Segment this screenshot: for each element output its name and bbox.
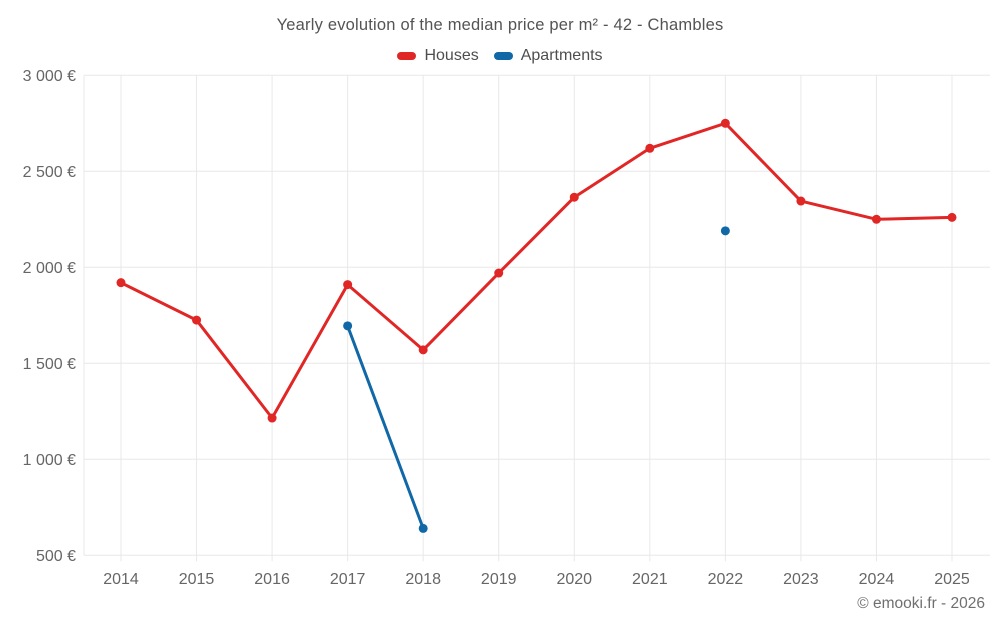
houses-point-2019[interactable] bbox=[494, 268, 504, 278]
x-tick-label: 2017 bbox=[330, 571, 366, 588]
legend-swatch-apartments bbox=[493, 52, 513, 60]
x-axis-labels: 2014 2015 2016 2017 2018 2019 2020 2021 2022 2023… bbox=[103, 571, 970, 588]
x-tick-label: 2024 bbox=[859, 571, 895, 588]
apartments-series bbox=[343, 226, 730, 533]
houses-point-2020[interactable] bbox=[569, 192, 579, 202]
apartments-point-2022[interactable] bbox=[720, 226, 730, 236]
x-tick-label: 2021 bbox=[632, 571, 668, 588]
y-tick-label: 500 € bbox=[36, 548, 76, 565]
legend-label-houses: Houses bbox=[424, 47, 479, 64]
y-axis-labels: 500 € 1 000 € 1 500 € 2 000 € 2 500 € 3 000 € bbox=[23, 68, 76, 565]
houses-point-2023[interactable] bbox=[796, 196, 806, 206]
gridlines bbox=[83, 74, 990, 562]
x-tick-label: 2022 bbox=[708, 571, 744, 588]
legend-item-houses[interactable]: Houses bbox=[397, 47, 479, 65]
y-tick-label: 1 500 € bbox=[23, 356, 76, 373]
houses-point-2021[interactable] bbox=[645, 143, 655, 153]
copyright-note: © emooki.fr - 2026 bbox=[857, 595, 985, 612]
houses-point-2022[interactable] bbox=[720, 118, 730, 128]
houses-point-2017[interactable] bbox=[343, 280, 353, 290]
y-tick-label: 3 000 € bbox=[23, 68, 76, 85]
y-tick-label: 2 000 € bbox=[23, 260, 76, 277]
houses-point-2015[interactable] bbox=[192, 315, 202, 325]
houses-line bbox=[119, 121, 954, 420]
legend-label-apartments: Apartments bbox=[520, 47, 603, 64]
y-tick-label: 2 500 € bbox=[23, 164, 76, 181]
houses-point-2016[interactable] bbox=[267, 413, 277, 423]
x-tick-label: 2018 bbox=[405, 571, 441, 588]
houses-point-2014[interactable] bbox=[116, 278, 126, 288]
apartments-point-2018[interactable] bbox=[418, 523, 428, 533]
houses-series bbox=[116, 118, 957, 423]
houses-point-2025[interactable] bbox=[947, 212, 957, 222]
x-tick-label: 2016 bbox=[254, 571, 290, 588]
chart-title: Yearly evolution of the median price per… bbox=[276, 16, 724, 34]
apartments-point-2017[interactable] bbox=[343, 321, 353, 331]
houses-point-2024[interactable] bbox=[871, 214, 881, 224]
x-tick-label: 2019 bbox=[481, 571, 517, 588]
legend: Houses Apartments bbox=[0, 46, 1000, 66]
legend-swatch-houses bbox=[397, 52, 417, 60]
y-tick-label: 1 000 € bbox=[23, 452, 76, 469]
houses-point-2018[interactable] bbox=[418, 345, 428, 355]
x-tick-label: 2015 bbox=[179, 571, 215, 588]
x-tick-label: 2020 bbox=[556, 571, 592, 588]
x-tick-label: 2023 bbox=[783, 571, 819, 588]
legend-item-apartments[interactable]: Apartments bbox=[493, 47, 603, 65]
x-tick-label: 2014 bbox=[103, 571, 139, 588]
x-tick-label: 2025 bbox=[934, 571, 970, 588]
apartments-line bbox=[348, 231, 726, 529]
